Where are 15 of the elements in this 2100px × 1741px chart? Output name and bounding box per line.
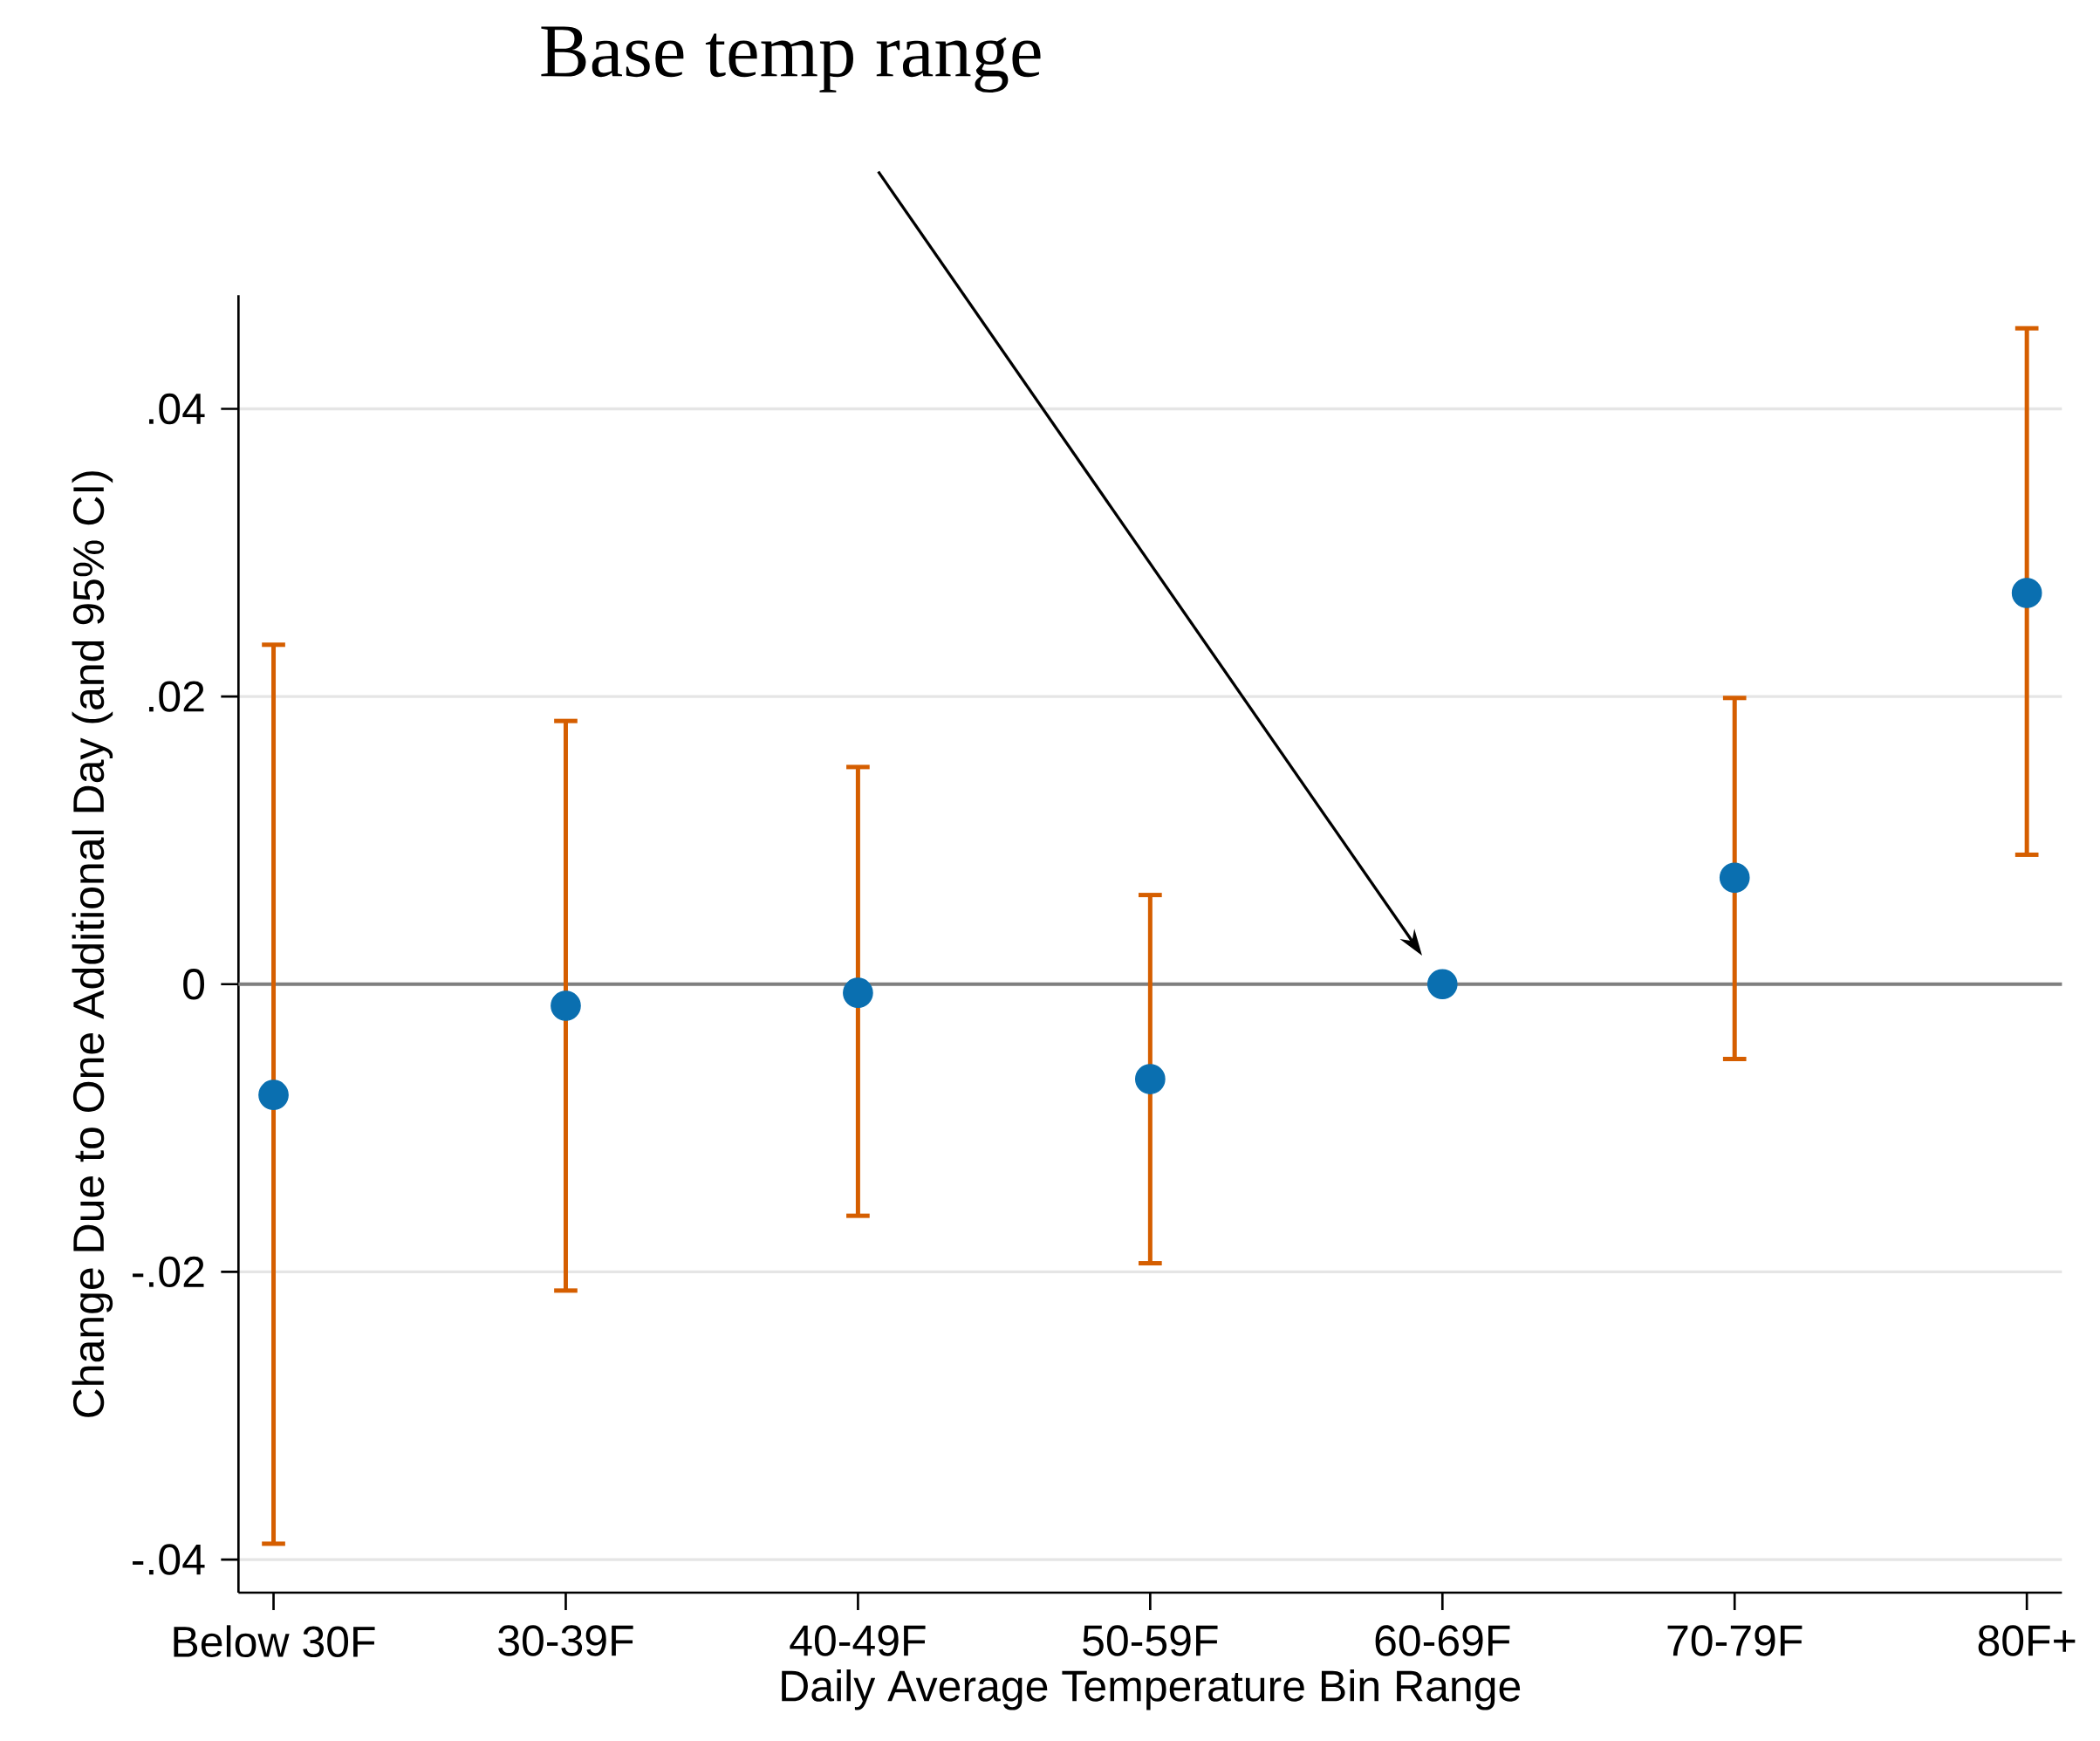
x-tick-label: 50-59F: [1083, 1625, 1218, 1656]
y-tick-label: .02: [149, 681, 204, 712]
text: Base temp range: [541, 26, 1041, 93]
x-axis-title: Daily Average Temperature Bin Range: [782, 1669, 1521, 1710]
y-axis-title: Change Due to One Additional Day (and 95% CI): [72, 471, 113, 1417]
y-tick-label: 0: [183, 969, 205, 1000]
x-tick-label: 40-49F: [790, 1625, 926, 1656]
y-tick-label: -.02: [133, 1256, 204, 1288]
x-tick-label: Below 30F: [174, 1625, 375, 1658]
y-tick-label: .04: [149, 393, 205, 425]
x-tick-label: 30-39F: [498, 1625, 633, 1656]
x-tick-label: 80F+: [1978, 1625, 2076, 1656]
x-tick-label: 60-69F: [1375, 1625, 1510, 1656]
y-tick-label: -.04: [133, 1544, 205, 1575]
x-tick-label: 70-79F: [1667, 1625, 1802, 1656]
